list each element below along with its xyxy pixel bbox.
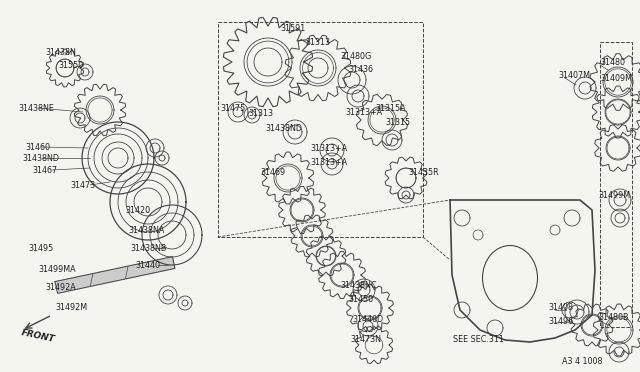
Text: 31499MA: 31499MA	[38, 266, 76, 275]
Text: 31438NB: 31438NB	[130, 244, 166, 253]
Polygon shape	[55, 257, 175, 294]
Text: 31440: 31440	[135, 260, 160, 269]
Text: 31480B: 31480B	[598, 314, 628, 323]
Text: 31436: 31436	[348, 64, 373, 74]
Text: A3 4 1008: A3 4 1008	[562, 357, 602, 366]
Text: 31591: 31591	[280, 23, 305, 32]
Text: 31438ND: 31438ND	[265, 124, 302, 132]
Text: 31409M: 31409M	[600, 74, 632, 83]
Text: 31469: 31469	[260, 167, 285, 176]
Text: 31313+A: 31313+A	[310, 144, 347, 153]
Text: 31467: 31467	[32, 166, 57, 174]
Text: 31499M: 31499M	[598, 190, 630, 199]
Text: 31550: 31550	[58, 61, 83, 70]
Bar	[600, 42, 632, 327]
Text: 31495: 31495	[28, 244, 53, 253]
Text: 31438NC: 31438NC	[340, 280, 376, 289]
Text: 31492M: 31492M	[55, 304, 87, 312]
Text: 31407M: 31407M	[558, 71, 590, 80]
Text: 31420: 31420	[125, 205, 150, 215]
Text: 31440D: 31440D	[352, 315, 383, 324]
Text: 31313+A: 31313+A	[345, 108, 382, 116]
Text: 31473N: 31473N	[350, 336, 381, 344]
Text: 31408: 31408	[548, 304, 573, 312]
Bar	[218, 22, 423, 237]
Text: 31480: 31480	[600, 58, 625, 67]
Text: 31438ND: 31438ND	[22, 154, 59, 163]
Text: 31313: 31313	[305, 38, 330, 46]
Text: 31315: 31315	[385, 118, 410, 126]
Text: 31480G: 31480G	[340, 51, 371, 61]
Text: 31315A: 31315A	[375, 103, 406, 112]
Text: 31438NE: 31438NE	[18, 103, 54, 112]
Text: 31313+A: 31313+A	[310, 157, 347, 167]
Text: 31438NA: 31438NA	[128, 225, 164, 234]
Text: FRONT: FRONT	[20, 328, 56, 344]
Text: 31496: 31496	[548, 317, 573, 327]
Text: 31435R: 31435R	[408, 167, 438, 176]
Text: 31450: 31450	[348, 295, 373, 305]
Text: 31313: 31313	[248, 109, 273, 118]
Text: 31473: 31473	[70, 180, 95, 189]
Text: 31438N: 31438N	[45, 48, 76, 57]
Text: 31475: 31475	[220, 103, 245, 112]
Text: SEE SEC.311: SEE SEC.311	[453, 336, 504, 344]
Text: 31492A: 31492A	[45, 283, 76, 292]
Text: 31460: 31460	[25, 142, 50, 151]
